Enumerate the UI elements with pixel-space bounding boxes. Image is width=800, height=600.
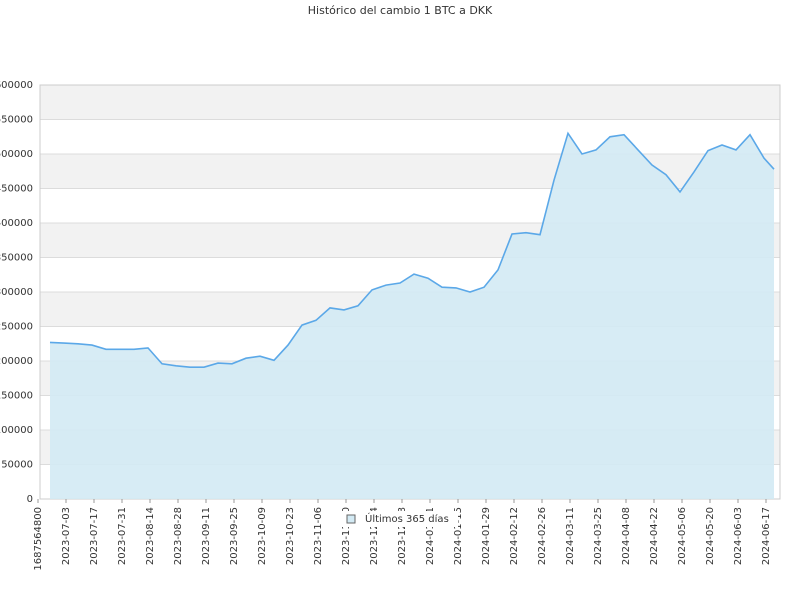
x-tick-label: 2024-01-01 — [425, 507, 436, 565]
y-tick-label: 550000 — [0, 115, 33, 126]
y-tick-label: 300000 — [0, 287, 33, 298]
x-tick-label: 2023-11-20 — [341, 507, 352, 565]
x-tick-label: 2023-08-14 — [145, 507, 156, 565]
x-tick-label: 2024-02-26 — [537, 507, 548, 565]
y-tick-label: 400000 — [0, 218, 33, 229]
y-tick-label: 600000 — [0, 80, 33, 91]
x-tick-label: 2023-09-25 — [229, 507, 240, 565]
legend-label: Últimos 365 días — [365, 512, 449, 525]
x-tick-label: 2023-08-28 — [173, 507, 184, 565]
x-tick-label: 1687564800 — [33, 507, 44, 571]
y-tick-label: 100000 — [0, 425, 33, 436]
x-tick-label: 2024-03-11 — [565, 507, 576, 565]
x-tick-label: 2023-11-06 — [313, 507, 324, 565]
y-tick-label: 200000 — [0, 356, 33, 367]
y-tick-label: 250000 — [0, 322, 33, 333]
x-tick-label: 2024-06-03 — [733, 507, 744, 565]
x-tick-label: 2023-10-23 — [285, 507, 296, 565]
y-tick-label: 50000 — [1, 460, 33, 471]
y-tick-label: 350000 — [0, 253, 33, 264]
x-tick-label: 2024-05-20 — [705, 507, 716, 565]
x-tick-label: 2023-07-03 — [61, 507, 72, 565]
x-tick-label: 2024-06-17 — [761, 507, 772, 565]
x-tick-label: 2024-04-22 — [649, 507, 660, 565]
x-tick-label: 2024-01-29 — [481, 507, 492, 565]
area — [50, 133, 774, 500]
x-tick-label: 2023-07-17 — [89, 507, 100, 565]
x-tick-label: 2024-04-08 — [621, 507, 632, 565]
line — [49, 131, 775, 368]
x-tick-label: 2024-01-15 — [453, 507, 464, 565]
x-tick-label: 2023-07-31 — [117, 507, 128, 565]
grid-band — [40, 85, 780, 120]
y-tick-label: 0 — [27, 494, 33, 505]
y-tick-label: 450000 — [0, 184, 33, 195]
legend-box — [342, 511, 458, 527]
chart-title: Histórico del cambio 1 BTC a DKK — [308, 4, 493, 17]
x-tick-label: 2023-12-18 — [397, 507, 408, 565]
y-tick-label: 150000 — [0, 391, 33, 402]
x-tick-label: 2023-10-09 — [257, 507, 268, 565]
x-tick-label: 2024-02-12 — [509, 507, 520, 565]
x-tick-label: 2024-05-06 — [677, 507, 688, 565]
x-tick-label: 2024-03-25 — [593, 507, 604, 565]
x-tick-label: 2023-12-04 — [369, 507, 380, 565]
x-tick-label: 2023-09-11 — [201, 507, 212, 565]
legend-swatch — [346, 514, 356, 524]
